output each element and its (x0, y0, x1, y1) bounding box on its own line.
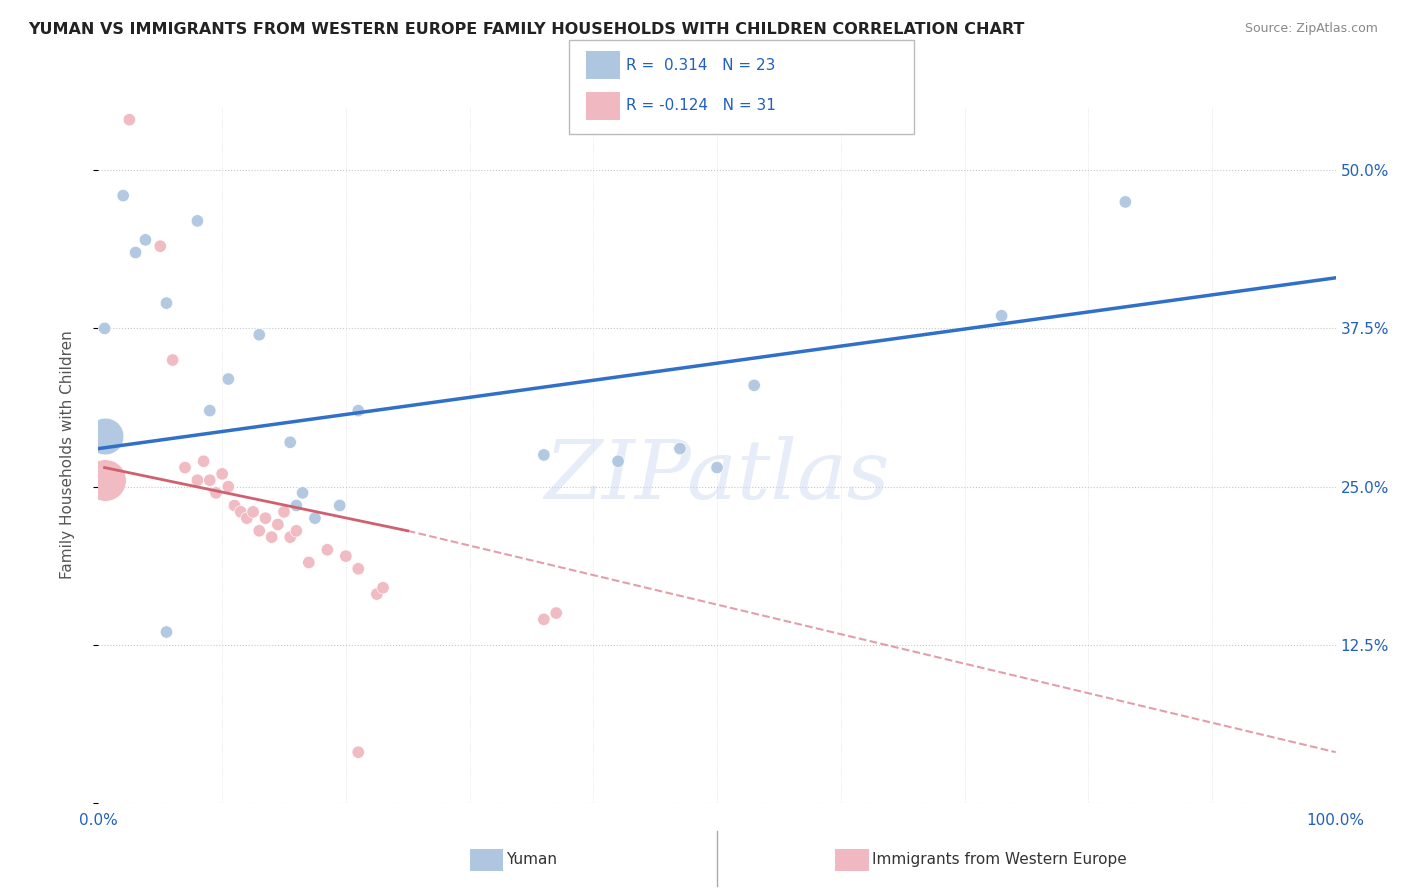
Point (273, 505, 295, 519)
Point (254, 511, 277, 525)
Point (347, 562, 370, 576)
Point (304, 511, 326, 525)
Text: Immigrants from Western Europe: Immigrants from Western Europe (872, 853, 1126, 867)
Point (217, 479, 239, 493)
Point (217, 372, 239, 386)
Point (93, 321, 115, 335)
Text: R = -0.124   N = 31: R = -0.124 N = 31 (626, 98, 776, 113)
Point (229, 505, 252, 519)
Point (316, 542, 339, 557)
Point (990, 309, 1012, 323)
Point (162, 353, 184, 368)
Point (278, 530, 301, 544)
Point (291, 486, 314, 500)
Point (155, 296, 177, 310)
Text: ZIPatlas: ZIPatlas (544, 436, 890, 516)
Point (186, 214, 208, 228)
Point (211, 467, 233, 481)
Point (298, 556, 321, 570)
Point (607, 454, 630, 468)
Point (247, 524, 270, 538)
Point (260, 530, 283, 544)
Point (242, 505, 264, 519)
Point (134, 233, 156, 247)
Point (247, 327, 270, 342)
Point (1114, 194, 1136, 209)
Point (371, 581, 394, 595)
Point (533, 612, 555, 626)
Point (149, 239, 172, 253)
Point (347, 403, 370, 417)
Point (205, 486, 228, 500)
Point (546, 606, 568, 620)
Point (93, 473, 115, 487)
Point (285, 524, 308, 538)
Point (533, 448, 555, 462)
Point (669, 442, 692, 456)
Point (198, 473, 221, 487)
Point (93, 429, 115, 443)
Point (124, 245, 146, 260)
Point (186, 473, 208, 487)
Point (174, 460, 197, 475)
Point (706, 460, 728, 475)
Point (118, 112, 141, 127)
Point (366, 587, 388, 601)
Point (329, 499, 352, 513)
Text: R =  0.314   N = 23: R = 0.314 N = 23 (626, 58, 775, 72)
Point (112, 188, 135, 202)
Point (224, 499, 246, 513)
Point (742, 378, 765, 392)
Point (285, 499, 308, 513)
Text: Source: ZipAtlas.com: Source: ZipAtlas.com (1244, 22, 1378, 36)
Point (198, 403, 221, 417)
Text: Yuman: Yuman (506, 853, 557, 867)
Point (278, 435, 301, 450)
Point (347, 745, 370, 759)
Point (155, 625, 177, 640)
Point (236, 511, 259, 525)
Point (193, 454, 215, 468)
Point (335, 549, 357, 563)
Y-axis label: Family Households with Children: Family Households with Children (60, 331, 75, 579)
Point (267, 517, 290, 532)
Text: YUMAN VS IMMIGRANTS FROM WESTERN EUROPE FAMILY HOUSEHOLDS WITH CHILDREN CORRELAT: YUMAN VS IMMIGRANTS FROM WESTERN EUROPE … (28, 22, 1025, 37)
